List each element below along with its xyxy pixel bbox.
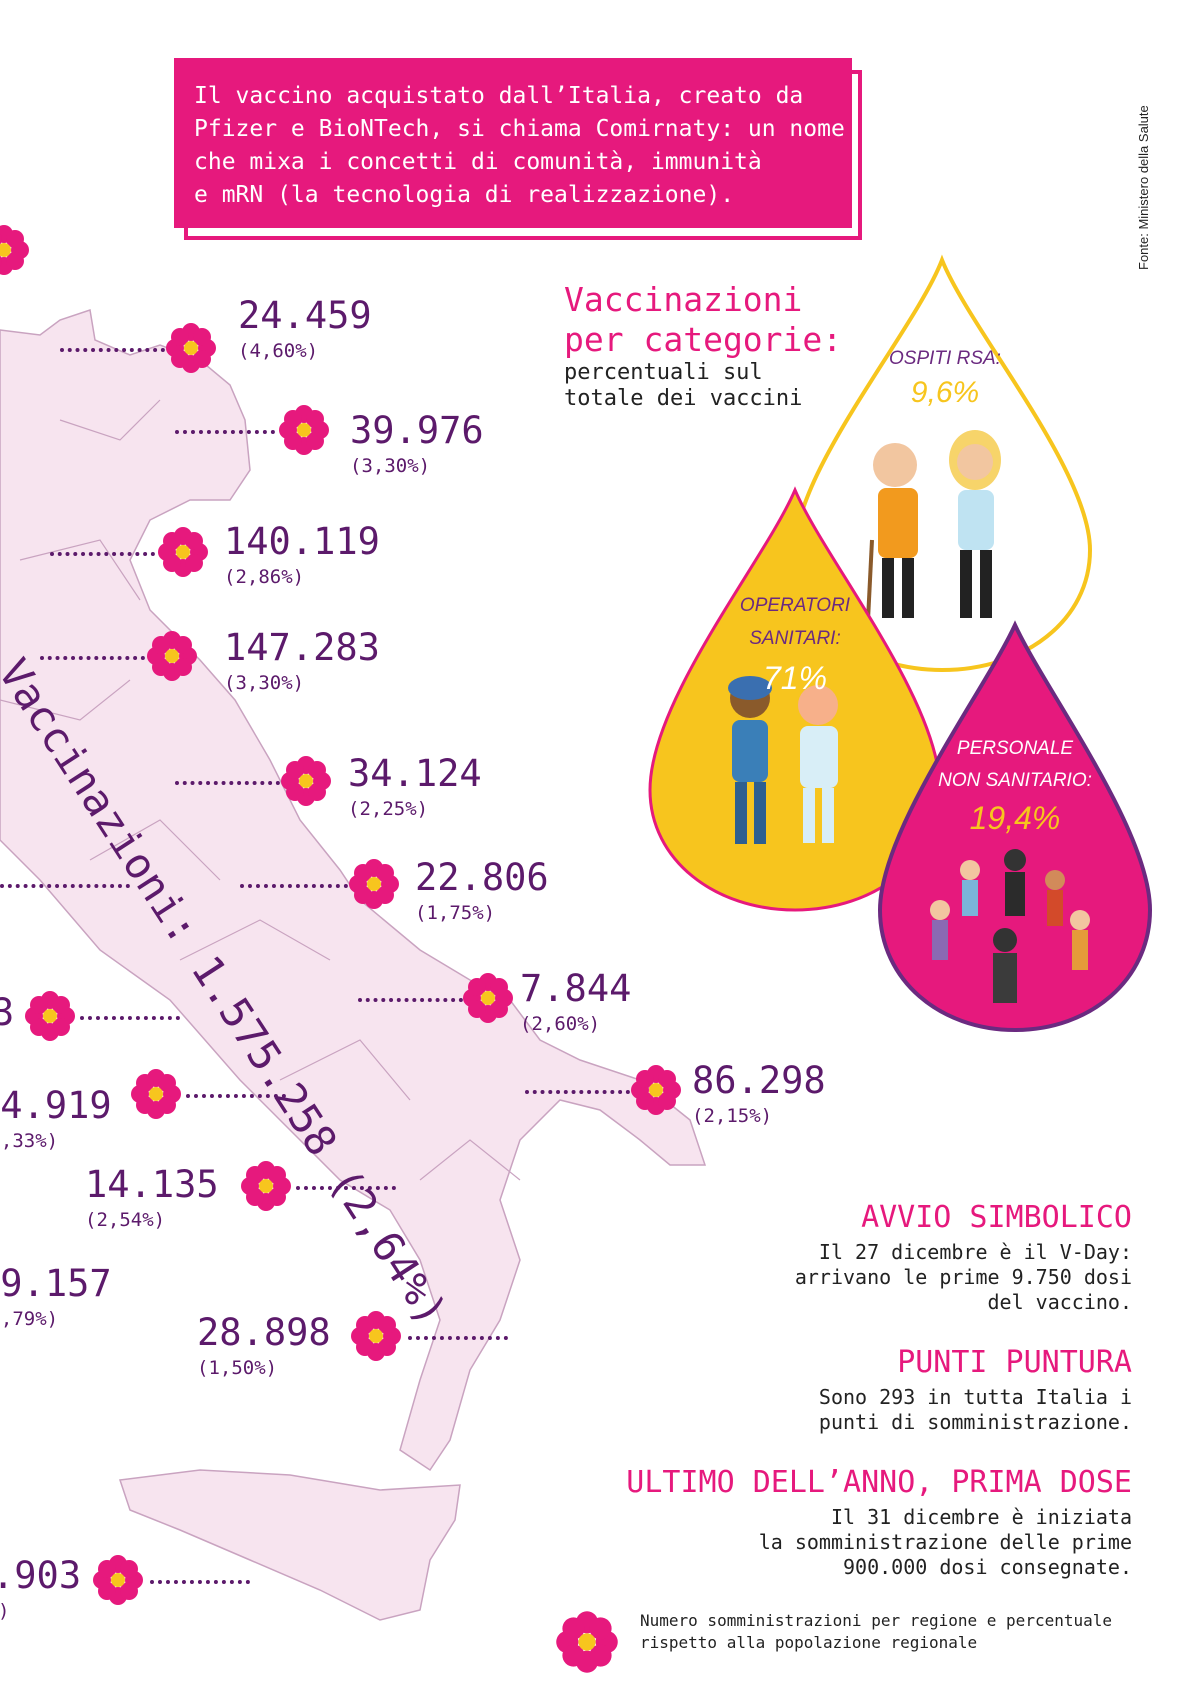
region-value: 34.124: [348, 752, 482, 795]
note-title: ULTIMO DELL’ANNO, PRIMA DOSE: [626, 1465, 1132, 1500]
flower-icon: [25, 991, 75, 1041]
note-line: punti di somministrazione.: [818, 1410, 1132, 1434]
nurse-figure-icon: [949, 430, 1001, 618]
note-line: 900.000 dosi consegnate.: [843, 1555, 1132, 1579]
drops-illustration: [648, 254, 1153, 1033]
note-body: Sono 293 in tutta Italia i punti di somm…: [819, 1385, 1132, 1435]
categories-subtitle-line: percentuali sul: [564, 360, 763, 385]
region-percent: (3,30%): [224, 672, 305, 694]
flower-icon: [131, 1069, 181, 1119]
region-value: 86.298: [692, 1059, 826, 1102]
region-value: .903: [0, 1554, 82, 1597]
leader-dots: [80, 1016, 180, 1020]
region-percent: (2,25%): [348, 798, 429, 820]
region-value: 140.119: [224, 520, 380, 563]
leader-dots: [0, 884, 130, 888]
note-line: Sono 293 in tutta Italia i: [818, 1385, 1132, 1409]
region-value: 147.283: [224, 626, 380, 669]
region-percent: (1,79%): [0, 1308, 59, 1330]
leader-dots: [175, 430, 275, 434]
note-body: Il 31 dicembre è iniziata la somministra…: [759, 1505, 1132, 1580]
note-line: la somministrazione delle prime: [758, 1530, 1132, 1554]
note-title: AVVIO SIMBOLICO: [861, 1200, 1132, 1235]
legend-line: Numero somministrazioni per regione e pe…: [640, 1611, 1113, 1630]
flower-icon: [166, 323, 216, 373]
note-line: Il 31 dicembre è iniziata: [830, 1505, 1132, 1529]
region-value: 7.844: [520, 967, 632, 1010]
legend-text: Numero somministrazioni per regione e pe…: [640, 1610, 1112, 1654]
region-value: 24.459: [238, 294, 372, 337]
categories-title: Vaccinazioni per categorie:: [564, 280, 842, 360]
leader-dots: [150, 1580, 250, 1584]
region-percent: (2,54%): [85, 1209, 166, 1231]
categories-title-line: per categorie:: [564, 320, 843, 359]
flower-icon: [0, 225, 29, 275]
region-percent: (1,50%): [197, 1357, 278, 1379]
sanitari-value: 71%: [762, 660, 828, 696]
note-body: Il 27 dicembre è il V-Day: arrivano le p…: [795, 1240, 1132, 1315]
region-percent: ): [0, 1600, 9, 1622]
rsa-label: OSPITI RSA:: [889, 348, 1001, 369]
note-line: del vaccino.: [987, 1290, 1133, 1314]
legend-flower-icon: [556, 1611, 618, 1673]
non-sanitario-label: PERSONALE: [956, 738, 1074, 759]
leader-dots: [408, 1336, 508, 1340]
leader-dots: [240, 884, 348, 888]
leader-dots: [40, 656, 145, 660]
flower-icon: [349, 859, 399, 909]
region-percent: (2,86%): [224, 566, 305, 588]
non-sanitario-value: 19,4%: [969, 800, 1061, 836]
group-people-icon: [930, 849, 1090, 1003]
drop-sanitari: [648, 486, 942, 912]
leader-dots: [525, 1090, 630, 1094]
legend-line: rispetto alla popolazione regionale: [640, 1633, 978, 1652]
doctors-figure-icon: [728, 676, 838, 844]
region-percent: (2,33%): [0, 1130, 59, 1152]
flower-icon: [351, 1311, 401, 1361]
leader-dots: [50, 552, 155, 556]
region-value: 22.806: [415, 856, 549, 899]
leader-dots: [296, 1186, 396, 1190]
leader-dots: [60, 348, 165, 352]
flower-icon: [93, 1555, 143, 1605]
info-line: che mixa i concetti di comunità, immunit…: [194, 149, 762, 175]
note-title: PUNTI PUNTURA: [897, 1345, 1132, 1380]
info-line: e mRN (la tecnologia di realizzazione).: [194, 182, 735, 208]
non-sanitario-label: NON SANITARIO:: [938, 770, 1092, 791]
region-value: 34.919: [0, 1084, 112, 1127]
sanitari-label: OPERATORI: [739, 595, 851, 616]
flower-icon: [463, 973, 513, 1023]
info-line: Pfizer e BioNTech, si chiama Comirnaty: …: [194, 116, 845, 142]
source-credit: Fonte: Ministero della Salute: [1136, 105, 1151, 270]
info-line: Il vaccino acquistato dall’Italia, creat…: [194, 83, 804, 109]
leader-dots: [186, 1094, 286, 1098]
categories-subtitle: percentuali sul totale dei vaccini: [564, 360, 802, 412]
region-percent: (1,75%): [415, 902, 496, 924]
info-box: Il vaccino acquistato dall’Italia, creat…: [174, 58, 852, 228]
region-value: 39.976: [350, 409, 484, 452]
region-percent: (2,60%): [520, 1013, 601, 1035]
region-value: 14.135: [85, 1163, 219, 1206]
note-line: Il 27 dicembre è il V-Day:: [818, 1240, 1132, 1264]
note-line: arrivano le prime 9.750 dosi: [794, 1265, 1132, 1289]
region-value: 3: [0, 991, 15, 1034]
flower-icon: [631, 1065, 681, 1115]
categories-title-line: Vaccinazioni: [564, 280, 803, 319]
flower-icon: [241, 1161, 291, 1211]
region-value: 29.157: [0, 1262, 112, 1305]
region-percent: (2,15%): [692, 1105, 773, 1127]
sanitari-label: SANITARI:: [749, 628, 841, 649]
leader-dots: [175, 781, 280, 785]
flower-icon: [158, 527, 208, 577]
categories-subtitle-line: totale dei vaccini: [564, 386, 803, 411]
flower-icon: [147, 631, 197, 681]
rsa-value: 9,6%: [910, 376, 980, 409]
region-percent: (4,60%): [238, 340, 319, 362]
flower-icon: [281, 756, 331, 806]
flower-icon: [279, 405, 329, 455]
region-percent: (3,30%): [350, 455, 431, 477]
region-value: 28.898: [197, 1311, 331, 1354]
leader-dots: [358, 998, 463, 1002]
elderly-figure-icon: [866, 443, 918, 621]
